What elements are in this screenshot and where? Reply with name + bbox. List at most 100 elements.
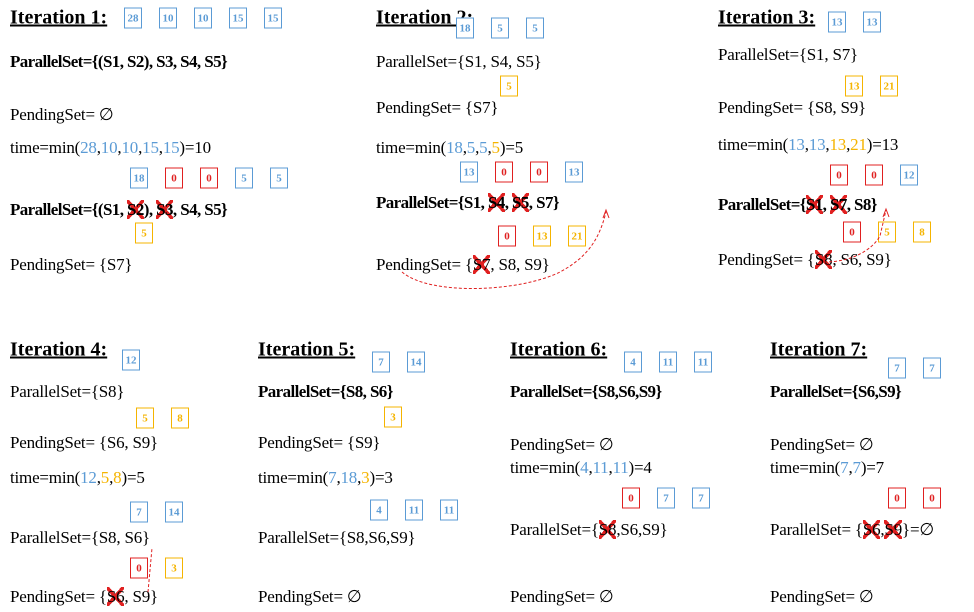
- iteration-title: Iteration 6:: [510, 338, 608, 361]
- value-box: 10: [194, 7, 212, 29]
- value-box: 11: [694, 351, 712, 373]
- value-box: 15: [229, 7, 247, 29]
- value-box: 5: [135, 222, 153, 244]
- text: ParallelSet={S6,S9}: [770, 382, 902, 401]
- value-box: 0: [200, 167, 218, 189]
- struck-item: S6: [106, 587, 125, 606]
- text: PendingSet= ∅: [258, 587, 362, 606]
- iteration-title: Iteration 3:: [718, 6, 816, 29]
- value-box: 7: [657, 487, 675, 509]
- set-line: ParallelSet={(S1, S2), S3, S4, S5}: [10, 52, 228, 72]
- number: 5: [100, 468, 110, 487]
- value-box: 3: [165, 557, 183, 579]
- text: PendingSet= ∅: [510, 435, 614, 454]
- value-box: 12: [900, 164, 918, 186]
- struck-item: S8: [598, 520, 617, 539]
- value-box: 0: [923, 487, 941, 509]
- text: PendingSet= {S6, S9}: [10, 433, 159, 452]
- text: ParallelSet={S8,S6,S9}: [510, 382, 662, 401]
- arrow-head: [602, 208, 610, 219]
- value-box: 11: [405, 499, 423, 521]
- value-box: 7: [923, 357, 941, 379]
- text: ParallelSet={S8, S6}: [258, 382, 393, 401]
- set-line: ParallelSet={S8, S6}: [258, 382, 393, 402]
- value-box: 7: [372, 351, 390, 373]
- text: ParallelSet={S1, S7}: [718, 45, 858, 64]
- number: 13: [829, 135, 847, 154]
- text: ,: [158, 138, 163, 157]
- set-line: PendingSet= {S8, S9}: [718, 98, 866, 118]
- text: ,: [109, 468, 114, 487]
- set-line: time=min(13,13,13,21)=13: [718, 135, 898, 155]
- text: PendingSet= {S7}: [376, 98, 499, 117]
- set-line: time=min(4,11,11)=4: [510, 458, 652, 478]
- value-box: 28: [124, 7, 142, 29]
- number: 10: [100, 138, 118, 157]
- value-box: 5: [491, 17, 509, 39]
- set-line: PendingSet= {S9}: [258, 433, 381, 453]
- text: ,: [117, 138, 122, 157]
- text: PendingSet= ∅: [510, 587, 614, 606]
- value-box: 12: [122, 349, 140, 371]
- value-box: 5: [136, 407, 154, 429]
- text: , S8, S9}: [490, 255, 550, 274]
- text: ,: [504, 193, 513, 212]
- text: ,: [822, 195, 830, 214]
- iteration-title: Iteration 7:: [770, 338, 868, 361]
- set-line: PendingSet= ∅: [510, 587, 614, 607]
- text: PendingSet= ∅: [10, 105, 114, 124]
- set-line: time=min(28,10,10,15,15)=10: [10, 138, 211, 158]
- set-line: ParallelSet={S6,S9}: [770, 382, 902, 402]
- value-box: 11: [440, 499, 458, 521]
- struck-item: S7: [829, 195, 847, 214]
- value-box: 0: [530, 161, 548, 183]
- value-box: 13: [828, 11, 846, 33]
- value-box: 4: [624, 351, 642, 373]
- value-box: 8: [913, 221, 931, 243]
- set-line: time=min(7,7)=7: [770, 458, 884, 478]
- text: ParallelSet={(S1, S2), S3, S4, S5}: [10, 52, 228, 71]
- text: ,: [825, 135, 830, 154]
- text: ,S6,S9}: [616, 520, 668, 539]
- value-box: 0: [865, 164, 883, 186]
- set-line: PendingSet= ∅: [510, 435, 614, 455]
- text: , S7}: [528, 193, 560, 212]
- number: 7: [852, 458, 862, 477]
- value-box: 14: [407, 351, 425, 373]
- text: )=5: [121, 468, 145, 487]
- text: time=min(: [770, 458, 841, 477]
- value-box: 21: [568, 225, 586, 247]
- number: 11: [592, 458, 609, 477]
- text: PendingSet= ∅: [770, 587, 874, 606]
- text: , S6, S9}: [832, 250, 892, 269]
- value-box: 0: [830, 164, 848, 186]
- value-box: 0: [130, 557, 148, 579]
- text: time=min(: [718, 135, 789, 154]
- value-box: 0: [498, 225, 516, 247]
- value-box: 0: [165, 167, 183, 189]
- text: ,: [138, 138, 143, 157]
- text: )=3: [369, 468, 393, 487]
- set-line: PendingSet= ∅: [770, 587, 874, 607]
- set-line: PendingSet= ∅: [258, 587, 362, 607]
- text: ,: [487, 138, 492, 157]
- struck-item: S7: [472, 255, 491, 274]
- text: ,: [804, 135, 809, 154]
- text: ,: [588, 458, 593, 477]
- text: time=min(: [10, 468, 81, 487]
- number: 7: [328, 468, 337, 487]
- text: PendingSet= {S8, S9}: [718, 98, 867, 117]
- value-box: 5: [500, 75, 518, 97]
- value-box: 8: [171, 407, 189, 429]
- text: ParallelSet={: [510, 520, 599, 539]
- number: 15: [162, 138, 180, 157]
- set-line: ParallelSet= {S6,S9}=∅: [770, 520, 934, 540]
- text: PendingSet= ∅: [770, 435, 874, 454]
- number: 12: [80, 468, 97, 487]
- set-line: ParallelSet={S1, S7}: [718, 45, 858, 65]
- value-box: 0: [622, 487, 640, 509]
- text: PendingSet= {S7}: [10, 255, 133, 274]
- struck-item: S3: [156, 200, 174, 219]
- iteration-title: Iteration 2:: [376, 6, 474, 29]
